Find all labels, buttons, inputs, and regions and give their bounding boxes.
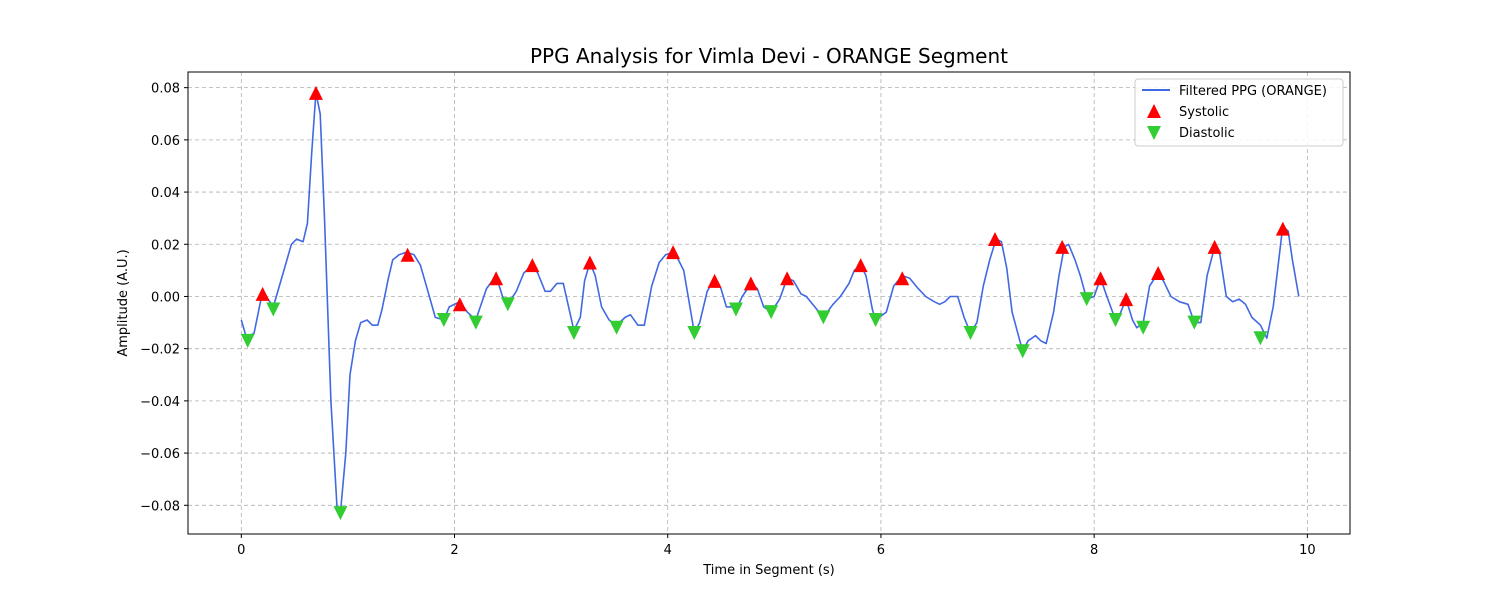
ticks: 0 2 4 6 8 10 −0.08 −0.06 −0.04 −0.02 0.00 0.02 0.04 0… bbox=[140, 82, 1315, 558]
systolic-marker bbox=[1093, 271, 1108, 286]
diastolic-marker bbox=[1253, 331, 1268, 346]
systolic-marker bbox=[853, 258, 868, 273]
diastolic-marker bbox=[566, 326, 581, 341]
diastolic-marker bbox=[436, 312, 451, 327]
legend: Filtered PPG (ORANGE) Systolic Diastolic bbox=[1134, 78, 1344, 147]
y-axis-label: Amplitude (A.U.) bbox=[116, 249, 131, 356]
y-tick-label: 0.00 bbox=[151, 290, 180, 305]
diastolic-marker bbox=[816, 310, 831, 325]
diastolic-marker bbox=[333, 506, 348, 521]
x-axis-label: Time in Segment (s) bbox=[702, 563, 834, 578]
diastolic-marker bbox=[764, 305, 779, 320]
diastolic-marker bbox=[1136, 320, 1151, 335]
diastolic-marker bbox=[240, 333, 255, 348]
systolic-marker bbox=[707, 273, 722, 288]
systolic-marker bbox=[255, 286, 270, 301]
chart-title: PPG Analysis for Vimla Devi - ORANGE Seg… bbox=[530, 44, 1008, 68]
diastolic-marker bbox=[963, 326, 978, 341]
systolic-marker bbox=[666, 245, 681, 260]
systolic-marker bbox=[780, 271, 795, 286]
diastolic-marker bbox=[1187, 315, 1202, 330]
diastolic-marker bbox=[687, 326, 702, 341]
systolic-marker bbox=[1207, 239, 1222, 254]
systolic-marker bbox=[1119, 292, 1134, 307]
systolic-marker bbox=[1275, 221, 1290, 236]
x-tick-label: 0 bbox=[237, 543, 245, 558]
y-tick-label: 0.08 bbox=[151, 82, 180, 97]
systolic-marker bbox=[452, 297, 467, 312]
diastolic-marker bbox=[1079, 292, 1094, 307]
systolic-marker bbox=[308, 85, 323, 100]
x-tick-label: 8 bbox=[1090, 543, 1098, 558]
diastolic-marker bbox=[609, 320, 624, 335]
legend-systolic-swatch bbox=[1147, 104, 1161, 118]
y-tick-label: 0.04 bbox=[151, 186, 180, 201]
diastolic-marker bbox=[1015, 344, 1030, 359]
systolic-marker bbox=[895, 271, 910, 286]
y-tick-label: −0.06 bbox=[140, 447, 180, 462]
systolic-marker bbox=[400, 247, 415, 262]
y-tick-label: −0.02 bbox=[140, 343, 180, 358]
systolic-marker bbox=[582, 255, 597, 270]
diastolic-marker bbox=[468, 315, 483, 330]
diastolic-marker bbox=[500, 297, 515, 312]
diastolic-marker bbox=[266, 302, 281, 317]
legend-label-filtered-ppg: Filtered PPG (ORANGE) bbox=[1179, 84, 1327, 99]
legend-label-systolic: Systolic bbox=[1179, 105, 1229, 120]
legend-box bbox=[1134, 78, 1344, 147]
diastolic-marker bbox=[728, 302, 743, 317]
systolic-marker bbox=[1151, 265, 1166, 280]
y-tick-label: −0.04 bbox=[140, 395, 180, 410]
systolic-marker bbox=[1055, 239, 1070, 254]
legend-label-diastolic: Diastolic bbox=[1179, 126, 1235, 141]
plot-frame bbox=[187, 71, 1351, 535]
grid bbox=[188, 72, 1350, 534]
systolic-marker bbox=[489, 271, 504, 286]
x-tick-label: 10 bbox=[1299, 543, 1316, 558]
x-tick-label: 2 bbox=[450, 543, 458, 558]
systolic-marker bbox=[525, 258, 540, 273]
legend-diastolic-swatch bbox=[1147, 126, 1161, 140]
x-tick-label: 4 bbox=[664, 543, 672, 558]
systolic-marker bbox=[988, 232, 1003, 247]
x-tick-label: 6 bbox=[877, 543, 885, 558]
diastolic-marker bbox=[1108, 312, 1123, 327]
y-tick-label: −0.08 bbox=[140, 499, 180, 514]
y-tick-label: 0.06 bbox=[151, 134, 180, 149]
series-layer bbox=[240, 85, 1300, 521]
y-tick-label: 0.02 bbox=[151, 238, 180, 253]
diastolic-marker bbox=[868, 312, 883, 327]
systolic-marker bbox=[743, 276, 758, 291]
